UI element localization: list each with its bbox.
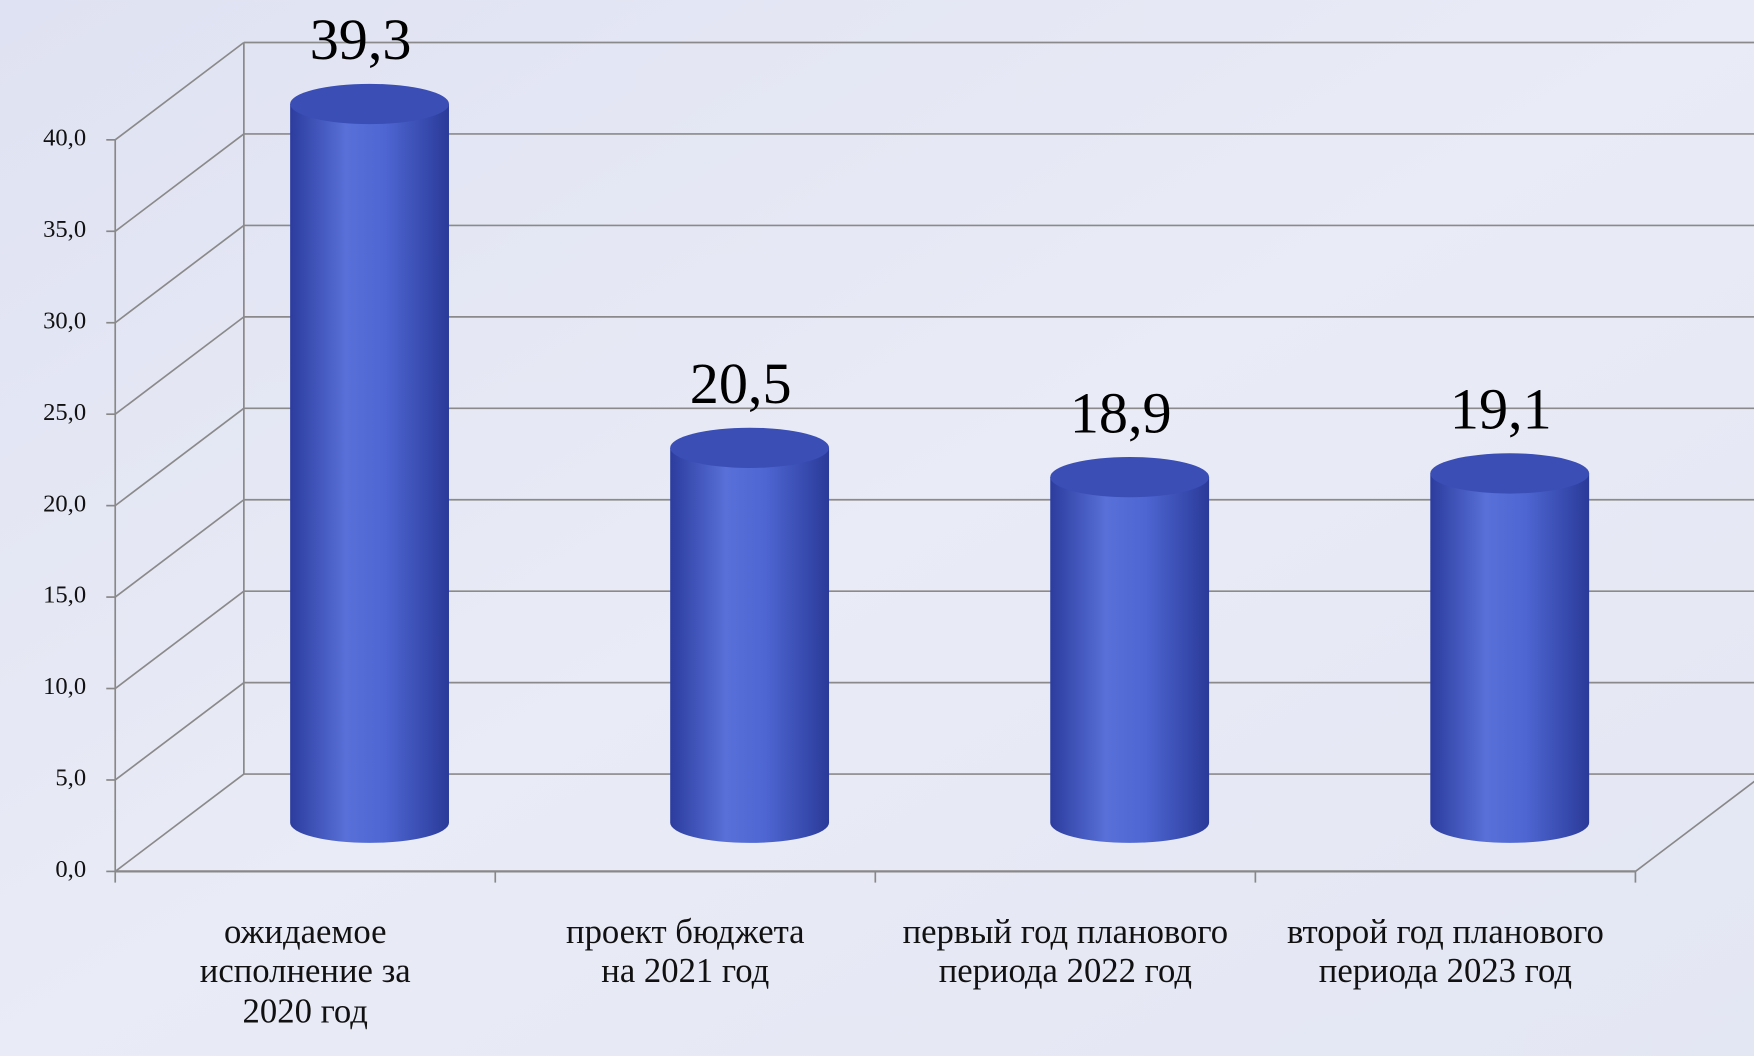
axis-side	[1634, 780, 1754, 873]
x-tick-label-box: ожидаемое исполнение за 2020 год	[199, 911, 411, 1030]
grid-line	[114, 133, 245, 232]
x-tick-label-box: второй год планового периода 2023 год	[1286, 911, 1604, 991]
y-tick-label: 15,0	[43, 582, 86, 609]
value-label: 39,3	[310, 7, 412, 72]
y-tick-label: 25,0	[43, 399, 86, 426]
plot-area: 0,0 5,0 10,0 15,0 20,0 25,0 30,0 35,0 40,0 39,3 ож…	[43, 7, 1754, 1030]
x-tick-label: ожидаемое исполнение за 2020 год	[199, 911, 411, 1030]
grid-line	[114, 41, 245, 141]
bar-top	[670, 427, 830, 468]
bar-top	[1050, 456, 1210, 498]
bar-top	[290, 83, 449, 125]
x-tick-label-box: первый год планового периода 2022 год	[902, 911, 1229, 991]
value-label: 20,5	[690, 351, 792, 416]
grid-line	[114, 773, 245, 873]
y-tick-label: 5,0	[55, 765, 86, 792]
y-tick-label: 20,0	[43, 490, 86, 517]
x-tick-label: второй год планового периода 2023 год	[1286, 911, 1604, 991]
y-tick-label: 0,0	[55, 856, 86, 883]
x-tick-label: проект бюджета на 2021 год	[566, 911, 805, 991]
y-tick-label: 10,0	[43, 673, 86, 700]
value-label: 19,1	[1450, 377, 1552, 442]
value-label: 18,9	[1070, 380, 1172, 445]
grid-line	[114, 316, 245, 415]
y-tick-label: 30,0	[43, 307, 86, 334]
grid-line	[114, 224, 245, 324]
x-tick-label: первый год планового периода 2022 год	[902, 911, 1229, 991]
bar	[670, 447, 830, 843]
y-tick-label: 40,0	[43, 124, 86, 151]
bar-top	[1430, 453, 1590, 494]
bar	[290, 103, 449, 843]
grid-line	[114, 407, 245, 507]
grid-line	[114, 590, 245, 690]
grid-line	[114, 499, 245, 598]
bar	[1430, 473, 1590, 843]
grid-line	[114, 681, 245, 781]
x-tick-label-box: проект бюджета на 2021 год	[566, 911, 805, 991]
y-tick-label: 35,0	[43, 216, 86, 243]
bar	[1050, 477, 1210, 843]
